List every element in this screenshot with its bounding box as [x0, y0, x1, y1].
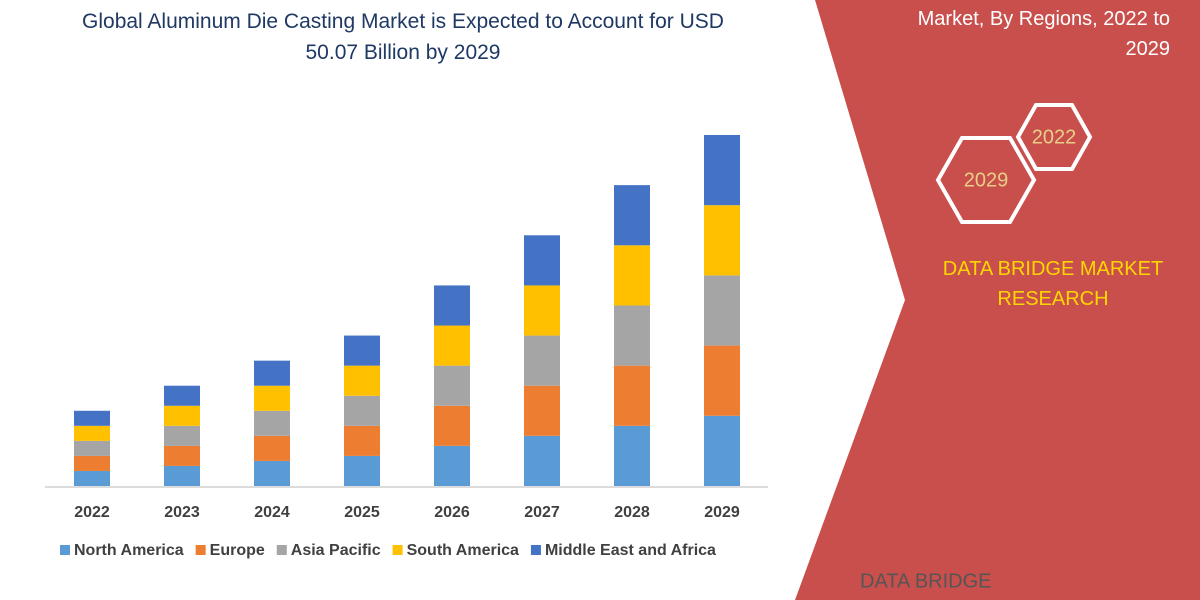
bar-segment	[254, 435, 290, 461]
bar-segment	[434, 325, 470, 366]
bar-segment	[704, 205, 740, 276]
bar-segment	[254, 460, 290, 486]
bar-segment	[164, 405, 200, 426]
x-tick-label: 2026	[434, 504, 470, 521]
bar-segment	[614, 185, 650, 246]
bar-segment	[524, 235, 560, 286]
bar-segment	[164, 445, 200, 466]
legend-swatch	[60, 545, 70, 555]
bar-segment	[704, 135, 740, 206]
x-tick-label: 2023	[164, 504, 200, 521]
legend-label: Asia Pacific	[291, 542, 381, 559]
legend-label: Europe	[210, 542, 265, 559]
bar-segment	[614, 305, 650, 366]
x-tick-label: 2024	[254, 504, 290, 521]
bar-segment	[434, 285, 470, 326]
bar-segment	[254, 410, 290, 436]
legend-swatch	[530, 545, 541, 555]
bar-segment	[74, 425, 110, 441]
bar-segment	[344, 365, 380, 396]
legend-swatch	[276, 545, 287, 555]
hexagon-label: 2022	[1032, 126, 1077, 148]
bar-segment	[704, 415, 740, 486]
bar-segment	[164, 425, 200, 446]
bar-segment	[74, 410, 110, 426]
x-tick-label: 2025	[344, 504, 380, 521]
bar-segment	[344, 425, 380, 456]
bar-segment	[524, 285, 560, 336]
chart-title: Global Aluminum Die Casting Market is Ex…	[82, 10, 724, 64]
x-tick-label: 2029	[704, 504, 740, 521]
bar-segment	[164, 465, 200, 486]
bar-segment	[614, 245, 650, 306]
bar-segment	[74, 440, 110, 456]
bar-segment	[704, 275, 740, 346]
bar-segment	[704, 345, 740, 416]
bar-segment	[524, 385, 560, 436]
legend-label: North America	[74, 542, 184, 559]
legend-label: Middle East and Africa	[545, 542, 716, 559]
bar-segment	[614, 425, 650, 486]
bar-segment	[164, 385, 200, 406]
bar-segment	[524, 335, 560, 386]
bar-segment	[434, 405, 470, 446]
bar-segment	[74, 470, 110, 486]
legend-swatch	[392, 545, 403, 555]
side-panel	[795, 0, 1200, 600]
hexagon-label: 2029	[964, 169, 1009, 191]
legend-label: South America	[407, 542, 519, 559]
x-tick-label: 2022	[74, 504, 110, 521]
bar-segment	[434, 365, 470, 406]
x-tick-label: 2027	[524, 504, 560, 521]
panel-heading: Market, By Regions, 2022 to 2029	[917, 8, 1170, 60]
brand: DATA BRIDGE MARKET RESEARCH	[942, 258, 1164, 310]
hexagon	[1015, 103, 1093, 171]
bar-segment	[74, 455, 110, 471]
hexagon	[935, 136, 1037, 224]
bar-segment	[614, 365, 650, 426]
legend-swatch	[195, 545, 206, 555]
bar-segment	[434, 445, 470, 486]
bar-segment	[254, 385, 290, 411]
bar-segment	[344, 335, 380, 366]
bar-segment	[344, 455, 380, 486]
bar-segment	[344, 395, 380, 426]
bar-segment	[254, 360, 290, 386]
bar-segment	[524, 435, 560, 486]
logo: DATA BRIDGE	[860, 570, 992, 592]
x-tick-label: 2028	[614, 504, 650, 521]
